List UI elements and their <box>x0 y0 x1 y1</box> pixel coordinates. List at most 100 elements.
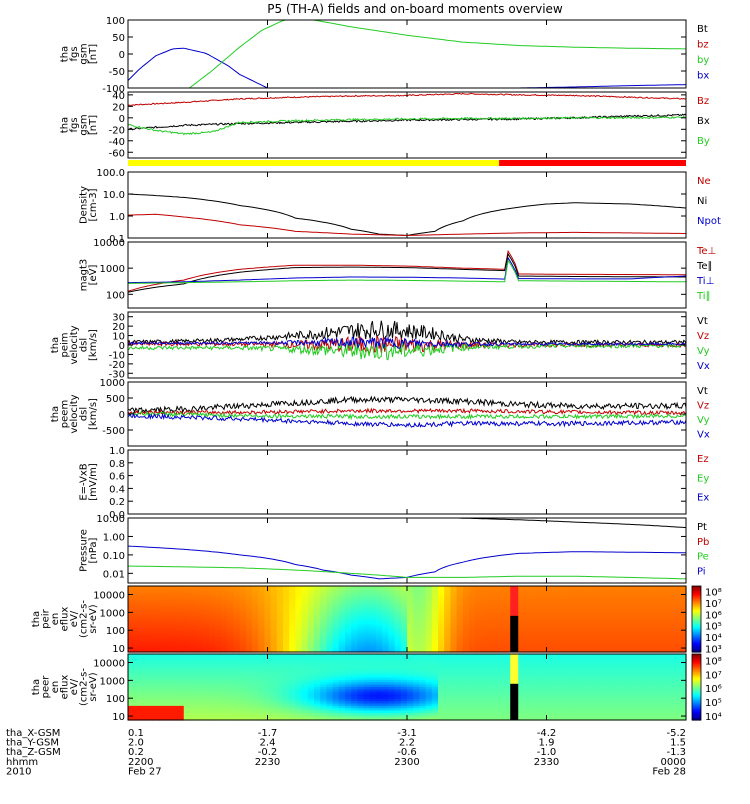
y-tick-label: 100 <box>106 16 125 27</box>
orbit-row-label: 2010 <box>6 766 31 777</box>
legend-by: by <box>697 55 709 66</box>
colorbar-tick-label: 10⁵ <box>705 622 722 633</box>
y-tick-label: 500 <box>106 394 125 405</box>
panel-peer-spectrogram: 10⁸10⁷10⁶10⁵10⁴10000100010010thapeerenef… <box>31 654 722 723</box>
legend-vy: Vy <box>697 415 710 426</box>
legend-pt: Pt <box>697 522 707 533</box>
legend-pb: Pb <box>697 537 709 548</box>
colorbar-tick-label: 10⁶ <box>705 610 722 621</box>
colorbar-tick-label: 10⁸ <box>705 587 722 598</box>
colorbar-tick-label: 10³ <box>705 645 722 656</box>
y-tick-label: 10000 <box>93 659 125 670</box>
orbit-row-value: Feb 28 <box>652 766 686 777</box>
legend-bx: bx <box>697 71 709 82</box>
y-tick-label: 100 <box>106 626 125 637</box>
y-tick-label: 0.8 <box>109 459 125 470</box>
y-axis-label: sr-eV) <box>88 672 99 701</box>
orbit-row-value: Feb 27 <box>128 766 162 777</box>
legend-ni: Ni <box>697 196 707 207</box>
y-tick-label: 10 <box>112 712 125 723</box>
y-tick-label: 50 <box>112 33 125 44</box>
plot-title: P5 (TH-A) fields and on-board moments ov… <box>267 2 563 16</box>
y-tick-label: 0.10 <box>103 551 125 562</box>
y-tick-label: -40 <box>109 137 125 148</box>
legend-te: Te⊥ <box>696 246 716 257</box>
legend-vt: Vt <box>697 386 708 397</box>
orbit-row-value: 2330 <box>534 757 559 768</box>
panel-background <box>128 20 686 88</box>
y-tick-label: 10000 <box>93 591 125 602</box>
y-tick-label: 0 <box>119 410 125 421</box>
panel-mode-bar <box>128 160 686 166</box>
colorbar-tick-label: 10⁷ <box>705 599 722 610</box>
y-tick-label: 100 <box>106 290 125 301</box>
y-tick-label: 0.4 <box>109 484 125 495</box>
y-tick-label: 0.6 <box>109 472 125 483</box>
colorbar-tick-label: 10⁵ <box>705 698 722 709</box>
y-axis-label: [mV/m] <box>88 463 99 501</box>
colorbar-tick-label: 10⁴ <box>705 633 722 644</box>
y-axis-label: [nPa] <box>88 537 99 563</box>
legend-ti: Ti∥ <box>696 291 711 302</box>
legend-ez: Ez <box>697 454 709 465</box>
y-tick-label: 0 <box>119 114 125 125</box>
y-tick-label: 0.01 <box>103 569 125 580</box>
y-tick-label: 10000 <box>93 238 125 249</box>
data-gap <box>510 684 518 720</box>
y-tick-label: -20 <box>109 125 125 136</box>
y-axis-label: [km/s] <box>88 398 99 430</box>
panel-peir-spectrogram: 10⁸10⁷10⁶10⁵10⁴10³10000100010010thapeire… <box>31 586 722 656</box>
legend-vx: Vx <box>697 361 710 372</box>
y-tick-label: 1.00 <box>103 532 125 543</box>
legend-te: Te∥ <box>696 261 713 272</box>
legend-pi: Pi <box>697 566 706 577</box>
legend-ti: Ti⊥ <box>696 276 714 287</box>
legend-bz: Bz <box>697 96 709 107</box>
y-tick-label: 20 <box>112 102 125 113</box>
panel-background <box>128 242 686 308</box>
legend-vx: Vx <box>697 430 710 441</box>
legend-npot: Npot <box>697 216 721 227</box>
legend-vz: Vz <box>697 331 709 342</box>
y-tick-label: 10 <box>112 644 125 655</box>
y-tick-label: 1.0 <box>109 446 125 457</box>
colorbar-tick-label: 10⁸ <box>705 657 722 668</box>
legend-vz: Vz <box>697 401 709 412</box>
legend-pe: Pe <box>697 552 709 563</box>
y-tick-label: 10.0 <box>103 190 125 201</box>
burst-interval <box>510 654 518 684</box>
panel-background <box>128 450 686 514</box>
legend-bt: Bt <box>697 24 708 35</box>
colorbar-tick-label: 10⁶ <box>705 684 722 695</box>
y-axis-label: [nT] <box>88 44 99 64</box>
panel-peem-velocity: VtVzVyVx10005000-500thapeemvelocitydsl[k… <box>50 378 710 446</box>
y-axis-label: [nT] <box>88 115 99 135</box>
y-tick-label: 1.0 <box>109 212 125 223</box>
colorbar-tick-label: 10⁷ <box>705 670 722 681</box>
legend-ne: Ne <box>697 176 711 187</box>
y-tick-label: 0.2 <box>109 497 125 508</box>
y-axis-label: [cm-3] <box>88 188 99 221</box>
panel-background <box>128 172 686 238</box>
y-tick-label: 10.00 <box>96 514 125 525</box>
mode-segment <box>499 160 686 166</box>
y-tick-label: 1000 <box>100 608 125 619</box>
y-tick-label: -500 <box>102 426 125 437</box>
legend-ex: Ex <box>697 493 709 504</box>
panel-peim-velocity: VtVzVyVx3020100-10-20-30thapeimvelocityd… <box>50 312 710 380</box>
y-tick-label: 1000 <box>100 378 125 389</box>
panel-background <box>128 518 686 583</box>
y-axis-label: [km/s] <box>88 329 99 361</box>
y-tick-label: 100 <box>106 694 125 705</box>
y-tick-label: 1000 <box>100 676 125 687</box>
